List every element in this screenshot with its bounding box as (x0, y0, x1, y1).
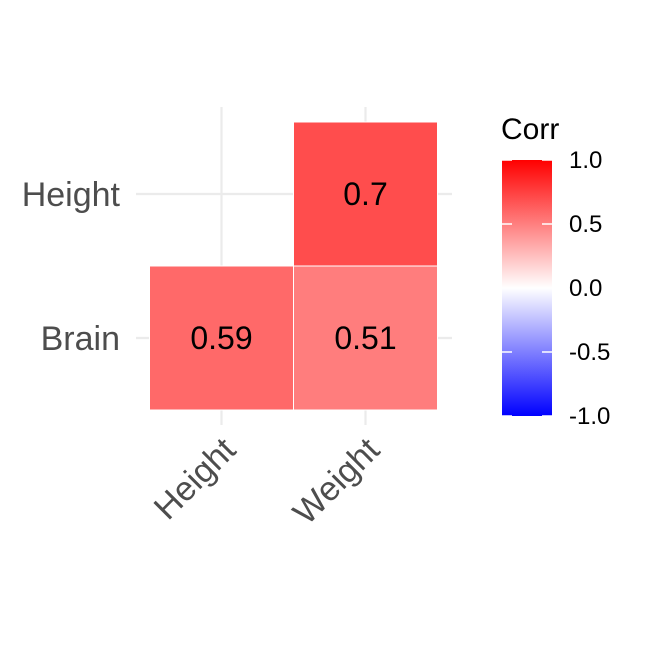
y-axis-tick-label: Brain (41, 320, 120, 358)
heatmap-cells: 0.59 0.51 0.7 (149, 121, 438, 411)
legend-tick-label: 1.0 (569, 147, 602, 174)
legend-tick-label: -1.0 (569, 403, 610, 430)
x-axis-tick-label: Weight (286, 430, 388, 532)
legend: Corr 1.0 0.5 0.0 -0.5 -1.0 (501, 113, 610, 430)
x-axis-tick-label: Height (147, 430, 244, 527)
legend-tick-label: 0.0 (569, 275, 602, 302)
legend-tick-label: 0.5 (569, 211, 602, 238)
cell-value-label: 0.51 (334, 320, 396, 356)
legend-tick-label: -0.5 (569, 339, 610, 366)
legend-title: Corr (501, 113, 559, 146)
cell-value-label: 0.7 (343, 176, 387, 212)
heatmap-cell (293, 265, 438, 411)
heatmap-cell (149, 265, 294, 411)
heatmap-cell (293, 121, 438, 267)
cell-value-label: 0.59 (190, 320, 252, 356)
y-axis-tick-label: Height (22, 176, 121, 214)
